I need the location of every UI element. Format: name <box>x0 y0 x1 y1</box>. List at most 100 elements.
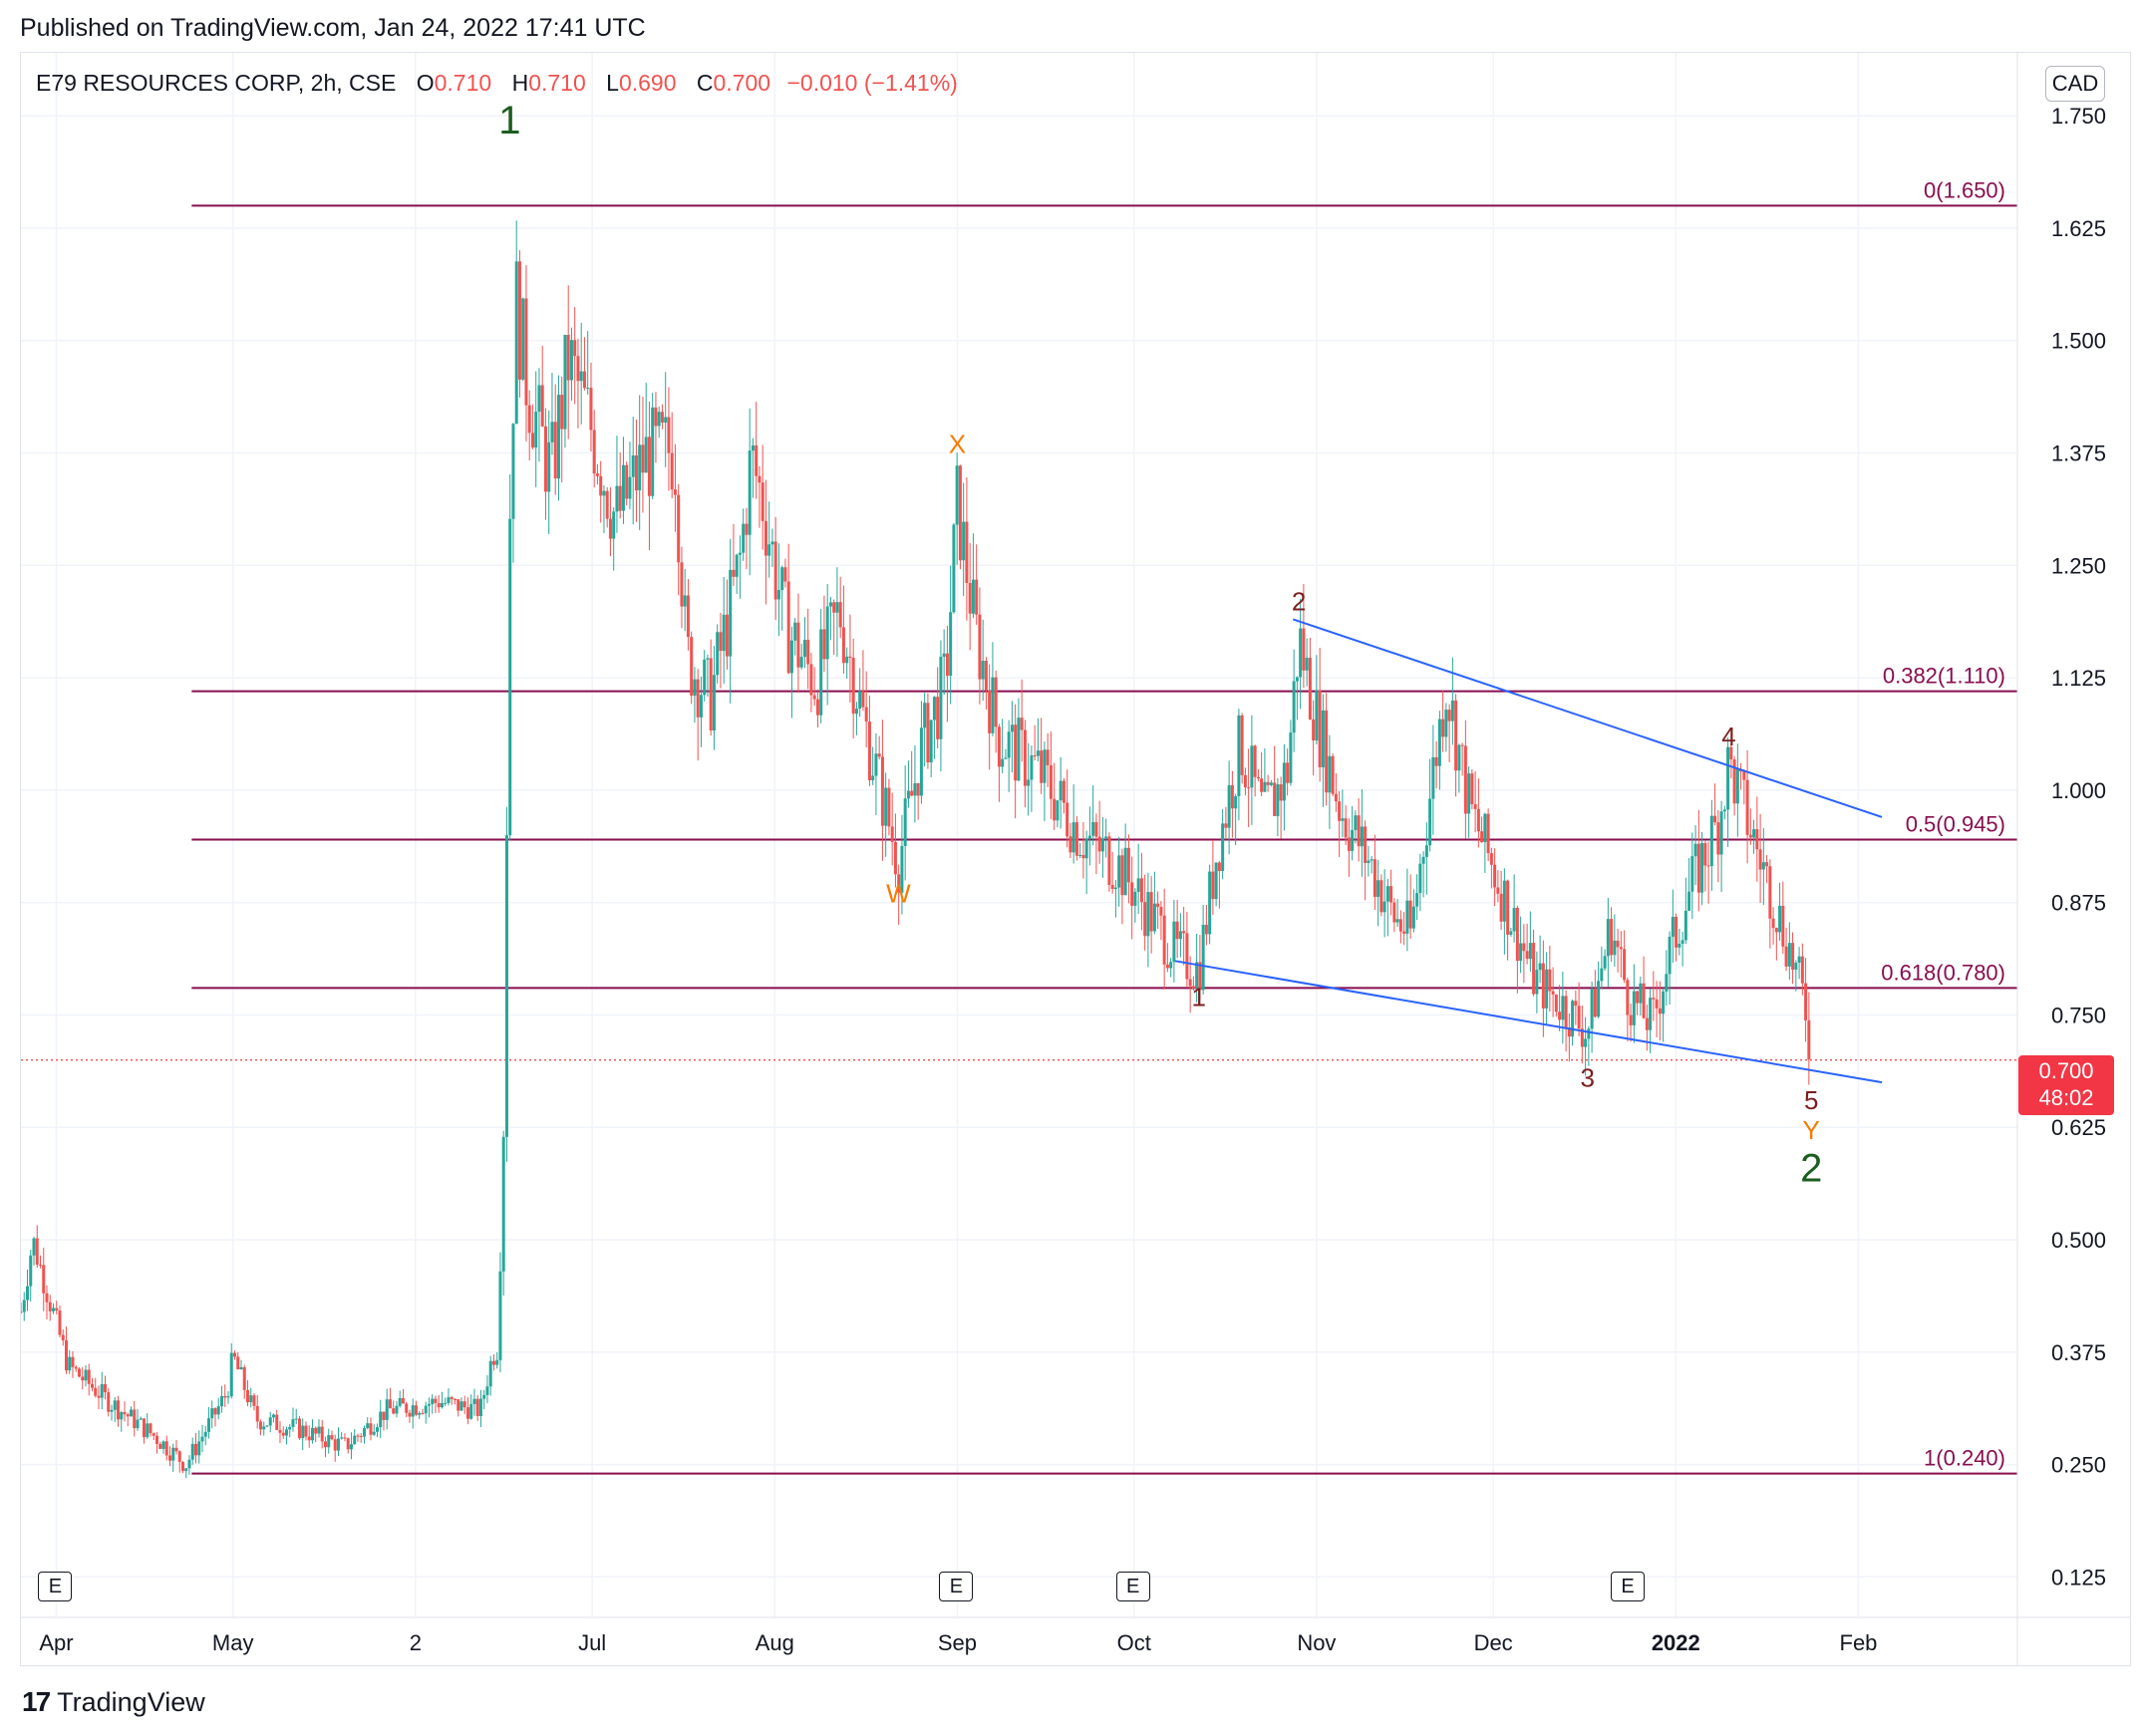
candle-body <box>1126 847 1130 883</box>
published-caption: Published on TradingView.com, Jan 24, 20… <box>20 14 646 42</box>
price-tick-label: 0.125 <box>2051 1565 2106 1590</box>
candle-body <box>1162 915 1166 965</box>
candle-body <box>893 841 897 875</box>
candle-body <box>120 1412 124 1420</box>
candle-body <box>767 544 771 556</box>
candle-body <box>560 395 564 430</box>
candle-body <box>1056 800 1060 821</box>
candle-body <box>874 753 878 776</box>
candle-body <box>599 475 603 496</box>
candle-body <box>1328 755 1332 793</box>
candle-body <box>488 1360 492 1387</box>
time-tick-label: Apr <box>39 1630 73 1655</box>
candle-body <box>1509 931 1513 935</box>
candle-body <box>167 1455 171 1461</box>
wave-label: 2 <box>1292 586 1306 616</box>
candle-body <box>1178 931 1182 940</box>
candle-body <box>1027 779 1031 786</box>
candle-body <box>491 1360 495 1365</box>
candle-body <box>1338 801 1342 821</box>
close-value: 0.700 <box>713 70 771 96</box>
candle-body <box>382 1411 386 1420</box>
candle-body <box>547 441 551 492</box>
price-tick-label: 0.875 <box>2051 891 2106 916</box>
candle-body <box>815 699 819 716</box>
candle-body <box>806 640 810 665</box>
candle-body <box>1748 834 1752 838</box>
candle-body <box>336 1438 340 1451</box>
candle-body <box>1074 822 1078 856</box>
chart-panel[interactable]: 0(1.650) 0.382(1.110) 0.5(0.945) 0.618(0.78… <box>20 52 2131 1666</box>
earnings-marker-icon[interactable]: E <box>1611 1572 1646 1601</box>
earnings-marker-icon[interactable]: E <box>939 1572 974 1601</box>
candle-body <box>732 569 736 577</box>
candle-body <box>427 1404 431 1406</box>
candle-body <box>586 388 590 390</box>
price-tick-label: 0.750 <box>2051 1003 2106 1027</box>
candle-body <box>1525 951 1529 960</box>
candle-body <box>1156 903 1160 908</box>
footer-brand[interactable]: 17 TradingView <box>22 1686 205 1718</box>
candle-body <box>965 521 969 584</box>
candle-body <box>1745 779 1749 835</box>
candle-body <box>457 1399 460 1411</box>
candle-body <box>133 1409 137 1429</box>
candle-body <box>1263 781 1267 792</box>
candle-body <box>1364 826 1368 864</box>
candle-body <box>297 1418 301 1439</box>
candle-body <box>864 707 868 723</box>
candle-body <box>1457 744 1461 771</box>
candle-body <box>1237 715 1241 796</box>
fib-level-label: 0.618(0.780) <box>1881 960 2005 985</box>
tradingview-logo-icon: 17 <box>22 1686 51 1717</box>
candle-body <box>861 691 865 708</box>
candle-body <box>758 475 762 483</box>
candle-body <box>612 511 616 539</box>
candle-body <box>1623 949 1627 981</box>
candle-body <box>949 612 953 677</box>
candle-body <box>1716 822 1720 855</box>
candle-body <box>1049 764 1053 799</box>
candle-body <box>517 261 521 380</box>
candle-body <box>550 422 554 442</box>
candle-body <box>1696 843 1700 893</box>
candle-body <box>1389 886 1393 903</box>
candle-body <box>1463 745 1467 814</box>
candle-body <box>281 1432 285 1436</box>
currency-button[interactable]: CAD <box>2045 66 2105 102</box>
bar-countdown: 48:02 <box>2038 1085 2094 1110</box>
candle-body <box>1224 823 1228 828</box>
candle-body <box>320 1426 324 1442</box>
price-tick-label: 1.500 <box>2051 329 2106 354</box>
candle-body <box>1613 940 1617 956</box>
candle-body <box>249 1395 253 1403</box>
candle-body <box>1318 690 1322 767</box>
candle-body <box>236 1356 240 1370</box>
chart-canvas[interactable]: 0(1.650) 0.382(1.110) 0.5(0.945) 0.618(0.78… <box>21 53 2130 1665</box>
candle-body <box>890 826 894 842</box>
earnings-marker-icon[interactable]: E <box>1115 1572 1150 1601</box>
candle-body <box>1217 862 1221 872</box>
candle-body <box>641 444 645 473</box>
candle-body <box>1719 811 1723 855</box>
candle-body <box>1668 936 1672 975</box>
candle-body <box>94 1387 98 1396</box>
candle-body <box>1784 946 1788 967</box>
close-label: C <box>696 70 714 96</box>
candle-body <box>952 524 956 613</box>
candle-body <box>1066 802 1069 837</box>
candle-body <box>673 489 677 495</box>
candle-body <box>1392 902 1396 923</box>
fib-level-label: 0(1.650) <box>1924 177 2005 202</box>
candle-body <box>343 1437 347 1439</box>
candle-body <box>1735 768 1739 804</box>
candle-body <box>1097 836 1101 852</box>
candle-body <box>1415 893 1419 907</box>
candle-body <box>475 1398 479 1416</box>
candle-body <box>680 562 684 607</box>
candle-body <box>252 1395 256 1406</box>
candle-body <box>184 1468 188 1471</box>
candle-body <box>592 430 596 474</box>
candle-body <box>1600 968 1604 982</box>
earnings-marker-icon[interactable]: E <box>38 1572 73 1601</box>
